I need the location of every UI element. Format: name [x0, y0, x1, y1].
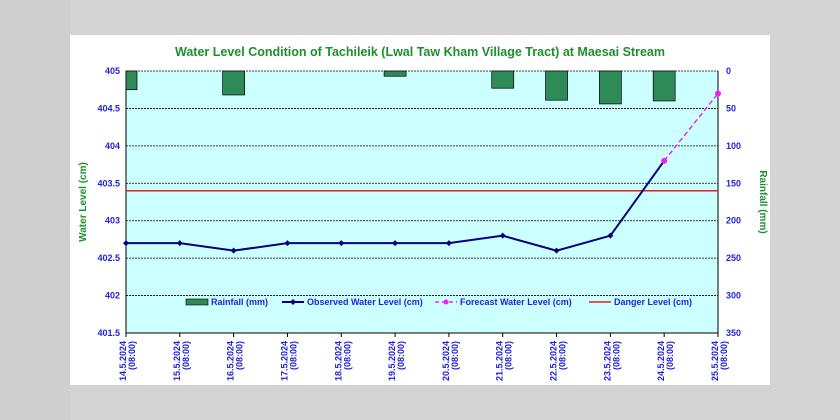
x-tick-date: 23.5.2024 [602, 341, 612, 381]
forecast-point [661, 157, 668, 164]
x-tick-label: 15.5.2024 (08:00) [172, 341, 191, 381]
x-tick-label: 18.5.2024 (08:00) [333, 341, 352, 381]
observed-point [607, 232, 614, 239]
background [0, 0, 70, 420]
x-tick-time: (08:00) [665, 341, 675, 370]
y2-tick-label: 100 [726, 141, 741, 151]
x-tick-time: (08:00) [450, 341, 460, 370]
x-tick-time: (08:00) [396, 341, 406, 370]
x-tick-date: 25.5.2024 [710, 341, 720, 381]
rainfall-bar [125, 70, 138, 91]
y-tick-label: 404.5 [97, 103, 120, 113]
x-tick-time: (08:00) [558, 341, 568, 370]
legend-marker [443, 299, 449, 305]
rainfall-bar [222, 70, 245, 96]
observed-point [392, 240, 399, 247]
y2-tick-label: 350 [726, 328, 741, 338]
y-tick-label: 401.5 [97, 328, 120, 338]
chart-card: Water Level Condition of Tachileik (Lwal… [70, 35, 770, 385]
y-tick-label: 405 [105, 66, 120, 76]
rainfall-bar [652, 70, 676, 102]
x-tick-date: 24.5.2024 [656, 341, 666, 381]
x-tick-label: 17.5.2024 (08:00) [279, 341, 298, 381]
y2-axis-label: Rainfall (mm) [757, 170, 768, 233]
observed-point [176, 240, 183, 247]
y-tick-label: 404 [105, 141, 120, 151]
observed-point [499, 232, 506, 239]
y2-tick-label: 50 [726, 103, 736, 113]
observed-point [338, 240, 345, 247]
x-tick-date: 14.5.2024 [118, 341, 128, 381]
x-tick-date: 20.5.2024 [441, 341, 451, 381]
x-tick-label: 23.5.2024 (08:00) [602, 341, 621, 381]
x-tick-time: (08:00) [611, 341, 621, 370]
observed-point [445, 240, 452, 247]
x-tick-date: 15.5.2024 [172, 341, 182, 381]
y-tick-label: 403.5 [97, 178, 120, 188]
x-tick-label: 24.5.2024 (08:00) [656, 341, 675, 381]
x-tick-time: (08:00) [181, 341, 191, 370]
legend-marker [290, 299, 296, 305]
x-tick-date: 21.5.2024 [495, 341, 505, 381]
x-tick-label: 25.5.2024 (08:00) [710, 341, 729, 381]
observed-point [553, 247, 560, 254]
chart-title: Water Level Condition of Tachileik (Lwal… [175, 45, 665, 59]
x-tick-date: 22.5.2024 [549, 341, 559, 381]
y-tick-label: 403 [105, 216, 120, 226]
legend-label: Observed Water Level (cm) [307, 297, 423, 307]
forecast-point [715, 90, 721, 97]
rainfall-bar [599, 70, 622, 105]
x-tick-label: 22.5.2024 (08:00) [549, 341, 568, 381]
x-tick-label: 14.5.2024 (08:00) [118, 341, 137, 381]
observed-point [123, 240, 129, 247]
rainfall-bar [383, 70, 407, 77]
x-tick-date: 17.5.2024 [279, 341, 289, 381]
legend-swatch-rainfall [185, 298, 209, 306]
y-tick-label: 402 [105, 291, 120, 301]
x-tick-date: 19.5.2024 [387, 341, 397, 381]
rainfall-bar [545, 70, 568, 101]
y-tick-label: 402.5 [97, 253, 120, 263]
x-tick-label: 21.5.2024 (08:00) [495, 341, 514, 381]
forecast-line [663, 92, 719, 162]
y2-tick-label: 0 [726, 66, 731, 76]
observed-point [284, 240, 291, 247]
x-tick-label: 20.5.2024 (08:00) [441, 341, 460, 381]
x-tick-date: 16.5.2024 [226, 341, 236, 381]
rainfall-bar [491, 70, 515, 89]
legend-label: Rainfall (mm) [211, 297, 268, 307]
chart-svg: 401.5 0 402 50 402.5 100 403 150 403.5 200 404 250 4… [78, 66, 768, 381]
y-axis-label: Water Level (cm) [78, 162, 89, 242]
x-tick-date: 18.5.2024 [333, 341, 343, 381]
legend-label: Danger Level (cm) [614, 297, 692, 307]
y2-tick-label: 250 [726, 253, 741, 263]
x-tick-time: (08:00) [288, 341, 298, 370]
x-tick-time: (08:00) [504, 341, 514, 370]
x-tick-time: (08:00) [342, 341, 352, 370]
y2-tick-label: 150 [726, 178, 741, 188]
x-tick-time: (08:00) [235, 341, 245, 370]
y2-tick-label: 200 [726, 216, 741, 226]
legend-label: Forecast Water Level (cm) [460, 297, 572, 307]
y2-tick-label: 300 [726, 291, 741, 301]
x-tick-time: (08:00) [127, 341, 137, 370]
x-tick-time: (08:00) [719, 341, 729, 370]
x-tick-label: 19.5.2024 (08:00) [387, 341, 406, 381]
plot-area [126, 71, 718, 333]
observed-point [230, 247, 237, 254]
x-tick-label: 16.5.2024 (08:00) [226, 341, 245, 381]
